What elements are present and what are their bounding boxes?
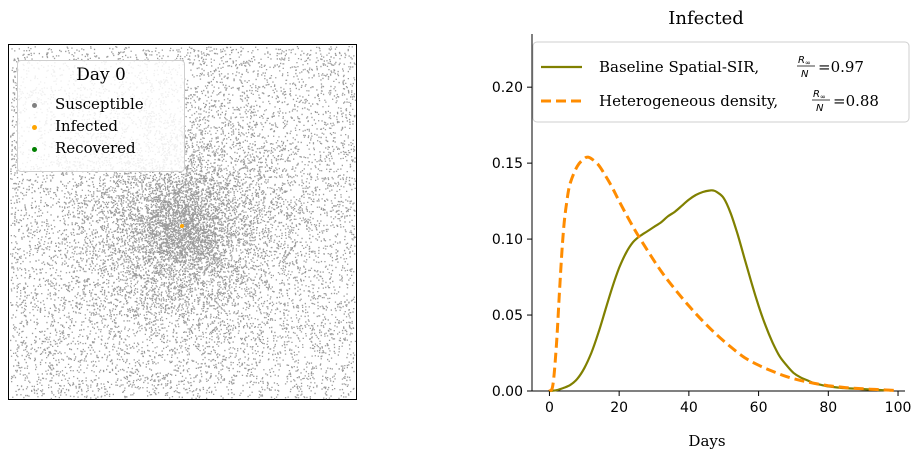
- infected-line-chart: Infected 0 20 40 60 80 100 0.00 0.05 0.10 0.15 0.2…: [492, 8, 912, 450]
- series-lines: [548, 155, 895, 393]
- x-tick-label: 100: [885, 400, 912, 416]
- y-tick-label: 0.10: [492, 232, 523, 248]
- fraction-denominator: N: [801, 69, 809, 80]
- x-tick-label: 40: [680, 400, 698, 416]
- legend-label-baseline: Baseline Spatial-SIR,: [599, 58, 759, 76]
- scatter-legend: Day 0 Susceptible Infected Recovered: [17, 60, 185, 172]
- legend-ratio-heterogeneous: =0.88: [833, 92, 879, 110]
- legend-entry-recovered: Recovered: [32, 138, 136, 158]
- scatter-plot-panel: Day 0 Susceptible Infected Recovered: [8, 44, 357, 400]
- legend-label-infected: Infected: [55, 117, 118, 135]
- scatter-legend-title: Day 0: [76, 65, 126, 85]
- x-tick-label: 80: [819, 400, 837, 416]
- chart-title: Infected: [668, 8, 744, 29]
- series-line-baseline: [549, 189, 892, 393]
- x-tick-label: 0: [545, 400, 554, 416]
- fraction-denominator: N: [816, 103, 824, 114]
- x-tick-label: 60: [750, 400, 768, 416]
- legend-entry-infected: Infected: [32, 116, 118, 136]
- x-tick-label: 20: [610, 400, 628, 416]
- susceptible-points: [10, 46, 357, 400]
- chart-legend: Baseline Spatial-SIR, R∞ N =0.97 Heterog…: [532, 41, 910, 123]
- series-line-heterogeneous: [548, 155, 895, 393]
- axes: 0 20 40 60 80 100 0.00 0.05 0.10 0.15 0.20: [492, 34, 912, 416]
- infected-point: [180, 224, 184, 228]
- x-axis-label: Days: [688, 432, 725, 450]
- y-tick-label: 0.15: [492, 156, 523, 172]
- recovered-marker: [32, 146, 37, 152]
- y-tick-label: 0.20: [492, 80, 523, 96]
- legend-ratio-baseline: =0.97: [818, 58, 864, 76]
- y-tick-label: 0.05: [492, 308, 523, 324]
- legend-entry-susceptible: Susceptible: [32, 94, 144, 114]
- legend-label-heterogeneous: Heterogeneous density,: [599, 92, 778, 110]
- chart-legend-box: [532, 41, 910, 123]
- susceptible-scatter: [10, 46, 357, 400]
- legend-label-susceptible: Susceptible: [55, 95, 144, 113]
- susceptible-marker: [32, 102, 37, 108]
- y-tick-label: 0.00: [492, 384, 523, 400]
- legend-label-recovered: Recovered: [55, 139, 136, 157]
- infected-marker: [32, 124, 37, 130]
